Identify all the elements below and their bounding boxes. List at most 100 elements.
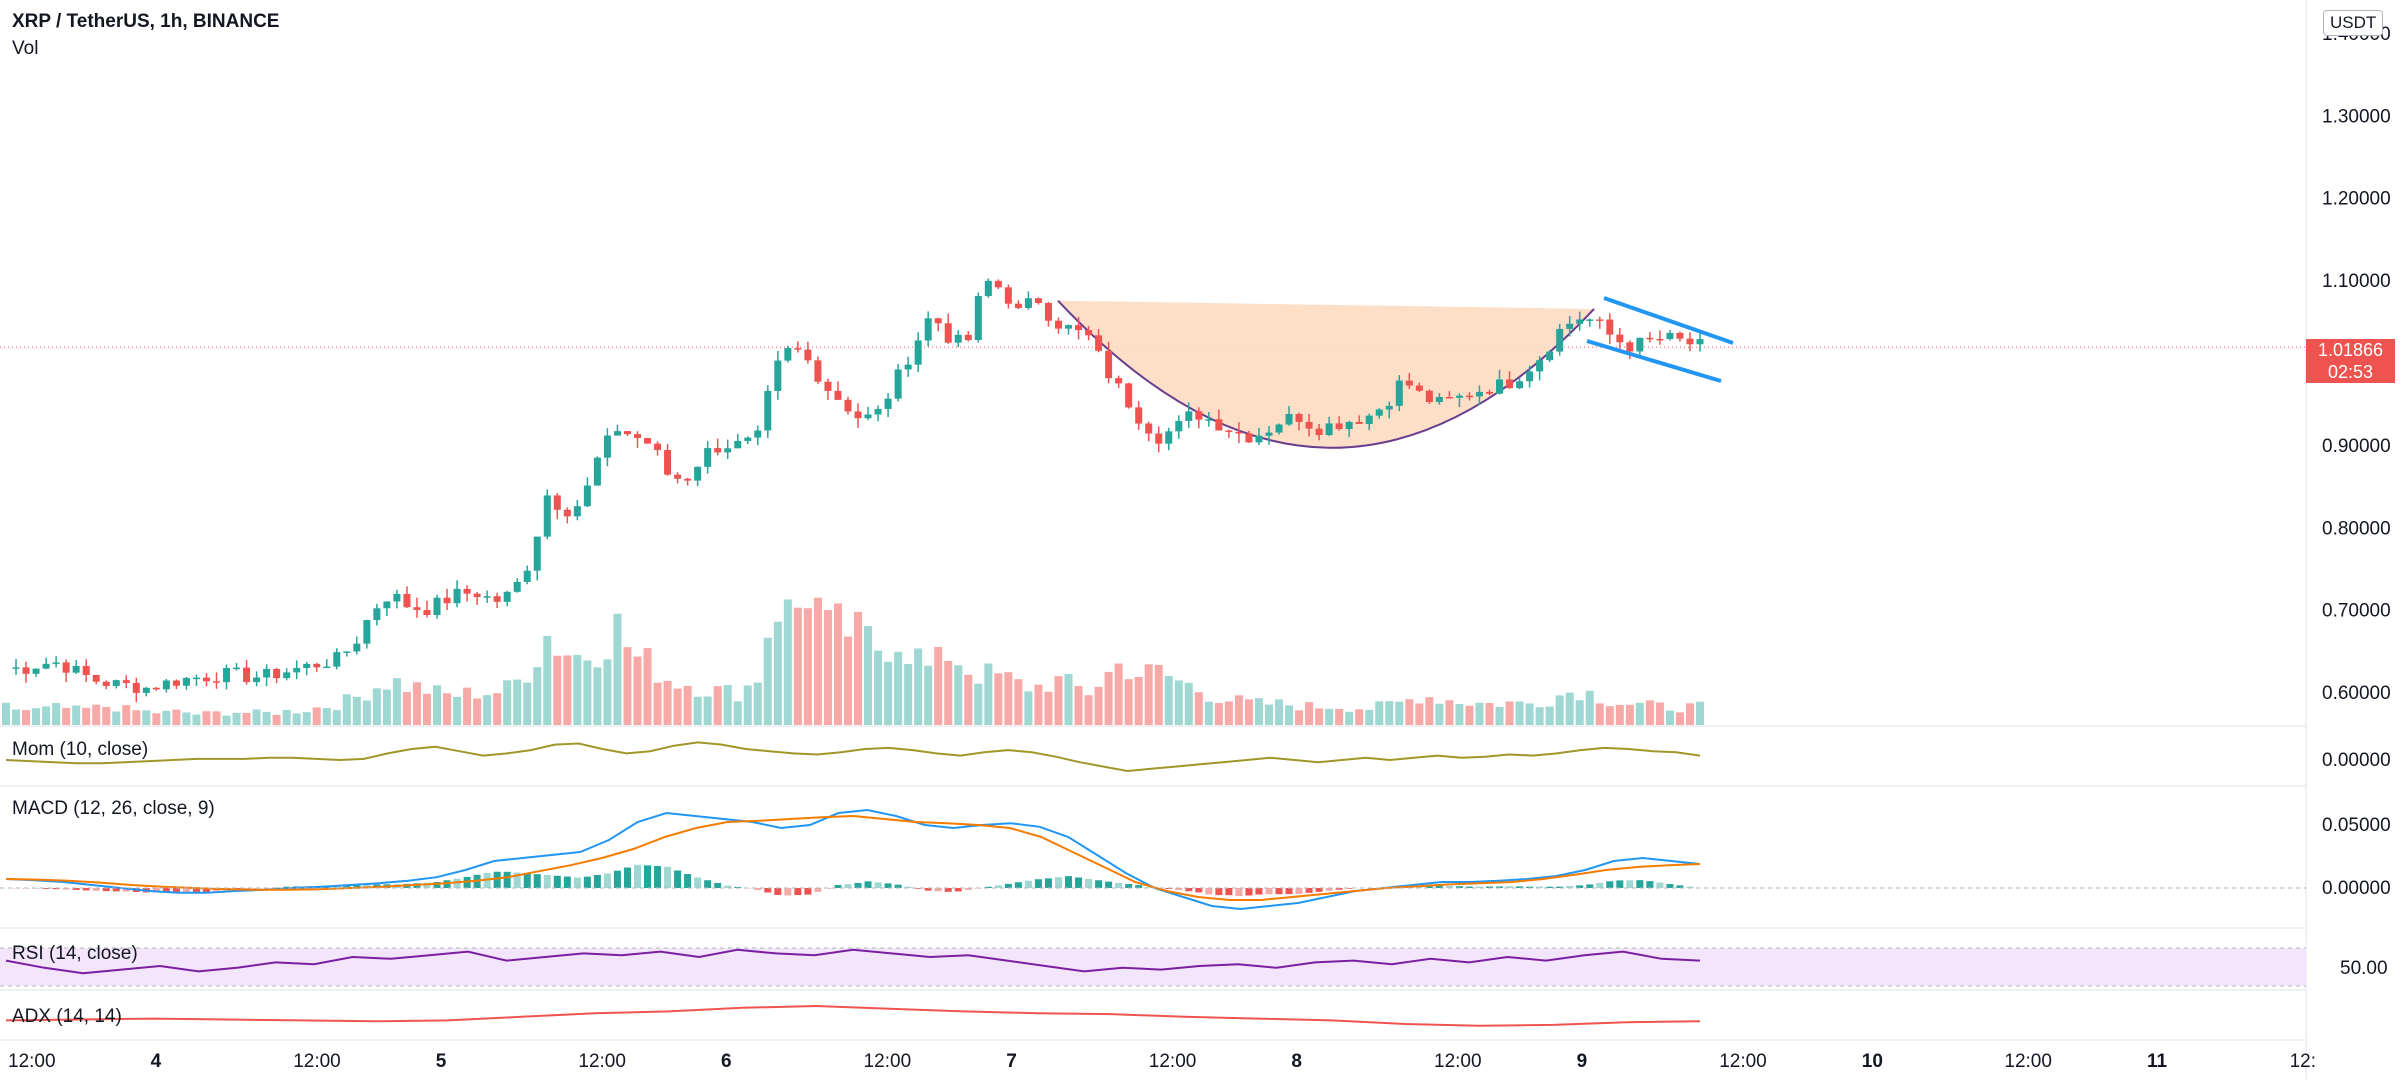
time-tick-label: 12:00 xyxy=(8,1051,56,1072)
price-tick-label: 0.60000 xyxy=(2322,683,2391,704)
volume-bar xyxy=(1094,686,1103,725)
volume-bar xyxy=(783,599,792,725)
volume-bar xyxy=(342,694,351,725)
time-tick-label: 12: xyxy=(2290,1051,2316,1072)
candle-body xyxy=(523,570,531,582)
candle xyxy=(1255,427,1263,446)
volume-bar xyxy=(773,621,782,725)
volume-bar xyxy=(172,709,181,725)
candle-body xyxy=(122,680,130,683)
candle-body xyxy=(834,390,842,400)
candle-body xyxy=(794,348,802,350)
candle-body xyxy=(563,509,571,517)
candle xyxy=(994,279,1002,290)
volume-bar xyxy=(1685,703,1694,725)
candle xyxy=(874,405,882,422)
volume-bar xyxy=(1345,711,1354,725)
candle-body xyxy=(132,682,140,693)
macd-histogram-bar xyxy=(664,866,672,888)
candle-body xyxy=(994,280,1002,288)
candle xyxy=(844,396,852,415)
volume-bar xyxy=(603,659,612,725)
macd-histogram-bar xyxy=(994,885,1002,888)
volume-bar xyxy=(1675,712,1684,725)
volume-bar xyxy=(964,674,973,725)
macd-histogram-bar xyxy=(633,864,641,888)
volume-bar xyxy=(1565,692,1574,725)
price-tick-label: 1.10000 xyxy=(2322,271,2391,292)
macd-histogram-bar xyxy=(1636,880,1644,888)
candle xyxy=(383,601,391,617)
volume-bar xyxy=(102,706,111,725)
price-tick-label: 1.30000 xyxy=(2322,106,2391,127)
volume-bar xyxy=(984,663,993,725)
volume-bar xyxy=(593,667,602,725)
candle-body xyxy=(1475,391,1483,397)
volume-bar xyxy=(944,660,953,725)
candle xyxy=(774,350,782,400)
volume-bar xyxy=(733,701,742,725)
macd-histogram-bar xyxy=(623,867,631,888)
volume-bar xyxy=(1014,679,1023,725)
candle-body xyxy=(1556,328,1564,352)
candle-body xyxy=(223,668,231,683)
candle-body xyxy=(984,280,992,297)
macd-histogram-bar xyxy=(804,888,812,895)
candle-body xyxy=(1526,371,1534,382)
candle-body xyxy=(1656,338,1664,341)
candle-body xyxy=(433,597,441,616)
macd-histogram-bar xyxy=(934,888,942,892)
volume-bar xyxy=(703,696,712,725)
macd-histogram-bar xyxy=(1646,881,1654,888)
candle-body xyxy=(1135,407,1143,424)
volume-bar xyxy=(1124,679,1133,725)
volume-bar xyxy=(653,682,662,725)
candle xyxy=(1666,330,1674,341)
macd-histogram-bar xyxy=(423,882,431,888)
volume-bar xyxy=(72,705,81,725)
volume-bar xyxy=(142,710,151,725)
candle xyxy=(824,378,832,401)
volume-bar xyxy=(1665,710,1674,725)
volume-bar xyxy=(974,683,983,725)
volume-bar xyxy=(924,665,933,725)
candle xyxy=(904,356,912,377)
volume-bar xyxy=(1525,703,1534,725)
candle-body xyxy=(1536,360,1544,372)
volume-bar xyxy=(1365,709,1374,725)
macd-histogram-bar xyxy=(774,888,782,895)
currency-badge[interactable]: USDT xyxy=(2323,10,2384,36)
macd-histogram-bar xyxy=(1285,888,1293,895)
macd-histogram-bar xyxy=(924,888,932,891)
candle xyxy=(1646,332,1654,343)
candle-body xyxy=(924,318,932,341)
volume-bar xyxy=(1615,704,1624,725)
candle xyxy=(92,674,100,685)
candle xyxy=(323,659,331,669)
candle-body xyxy=(112,680,120,686)
volume-bar xyxy=(1064,673,1073,725)
candle-body xyxy=(162,680,170,690)
macd-histogram-bar xyxy=(523,873,531,888)
candle-body xyxy=(1004,287,1012,304)
macd-histogram-bar xyxy=(1425,885,1433,888)
volume-bar xyxy=(823,610,832,725)
time-tick-label: 12:00 xyxy=(293,1051,341,1072)
volume-bar xyxy=(864,626,873,725)
macd-histogram-bar xyxy=(1185,888,1193,892)
candle-body xyxy=(1185,411,1193,421)
volume-bar xyxy=(52,703,61,725)
candle xyxy=(814,356,822,385)
volume-bar xyxy=(533,667,542,725)
candle xyxy=(864,406,872,421)
candle-body xyxy=(1275,424,1283,433)
volume-bar xyxy=(1625,704,1634,725)
candle-body xyxy=(1596,319,1604,321)
candle xyxy=(1165,427,1173,451)
macd-histogram-bar xyxy=(1596,882,1604,888)
volume-bar xyxy=(833,603,842,725)
candle-body xyxy=(212,681,221,683)
candle-body xyxy=(473,593,481,598)
candle xyxy=(353,636,361,655)
